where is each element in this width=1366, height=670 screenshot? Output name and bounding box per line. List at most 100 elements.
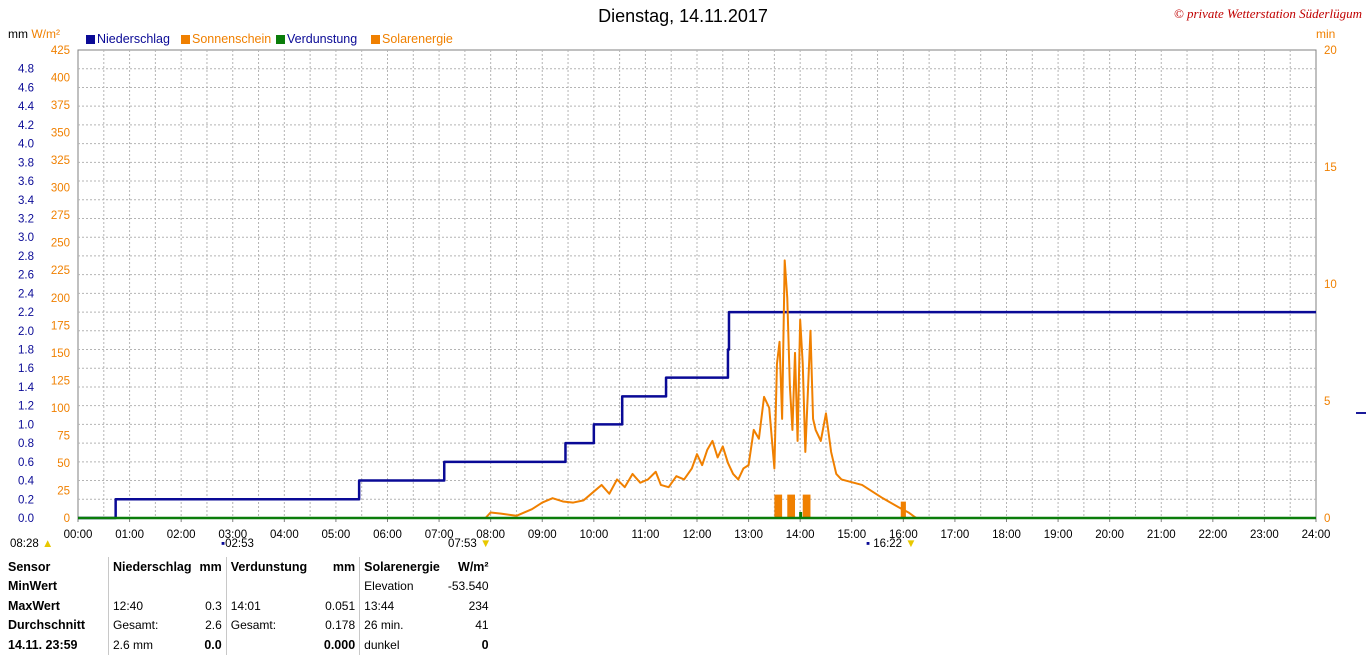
chart-title: Dienstag, 14.11.2017 <box>598 6 768 26</box>
row-label-last: 14.11. 23:59 <box>8 637 78 652</box>
x-tick-label: 16:00 <box>889 529 918 541</box>
y-tick-mm: 4.2 <box>18 120 34 132</box>
y-tick-mm: 3.0 <box>18 232 34 244</box>
sunrise-label: 07:53 ▼ <box>448 538 492 550</box>
y-tick-mm: 2.8 <box>18 251 34 263</box>
y-tick-wm2: 75 <box>57 430 70 442</box>
series-solarenergie <box>78 259 1316 519</box>
bar-sonnenschein <box>787 494 796 518</box>
chart-canvas: 0.0 0.2 0.4 0.6 0.8 1.0 1.2 1.4 1.6 1.8 2.0 2.2 2.4 2… <box>18 45 1337 541</box>
y-tick-mm: 3.2 <box>18 213 34 225</box>
x-tick-label: 18:00 <box>992 529 1021 541</box>
niederschlag-sum: 2.6 <box>205 618 222 633</box>
sunset-label: ▪ 16:22 ▼ <box>866 538 917 550</box>
x-tick-label: 04:00 <box>270 529 299 541</box>
swatch-niederschlag <box>86 35 95 44</box>
y-tick-wm2: 425 <box>51 45 70 57</box>
swatch-verdunstung <box>276 35 285 44</box>
y-tick-wm2: 175 <box>51 320 70 332</box>
verdunstung-sum: 0.178 <box>325 618 356 633</box>
y-tick-wm2: 325 <box>51 155 70 167</box>
x-tick-label: 07:00 <box>425 529 454 541</box>
row-label-max: MaxWert <box>8 598 60 613</box>
verdunstung-last: 0.000 <box>323 637 356 652</box>
stats-row-max: MaxWert 12:40 0.3 14:01 0.051 13:44 234 <box>4 596 493 616</box>
legend-item-verdunstung: Verdunstung <box>276 32 357 46</box>
stats-row-avg: Durchschnitt Gesamt: 2.6 Gesamt: 0.178 2… <box>4 615 493 635</box>
x-tick-label: 05:00 <box>322 529 351 541</box>
x-tick-label: 19:00 <box>1044 529 1073 541</box>
niederschlag-unit: mm <box>199 559 222 574</box>
series-niederschlag <box>78 310 1316 520</box>
y-tick-wm2: 350 <box>51 128 70 140</box>
solar-last: 0 <box>481 637 489 652</box>
row-label-sensor: Sensor <box>8 559 51 574</box>
y-tick-mm: 0.8 <box>18 438 34 450</box>
y-tick-mm: 3.4 <box>18 195 35 207</box>
row-label-min: MinWert <box>8 579 58 594</box>
y-tick-mm: 0.4 <box>18 476 35 488</box>
x-tick-label: 01:00 <box>115 529 144 541</box>
right-edge-marker <box>1356 412 1366 414</box>
y-tick-mm: 3.8 <box>18 157 34 169</box>
x-tick-label: 20:00 <box>1095 529 1124 541</box>
y-tick-mm: 0.6 <box>18 457 34 469</box>
verdunstung-max-time: 14:01 <box>225 596 312 616</box>
x-tick-label: 24:00 <box>1302 529 1331 541</box>
swatch-solarenergie <box>371 35 380 44</box>
x-tick-label: 15:00 <box>837 529 866 541</box>
y-tick-wm2: 400 <box>51 73 70 85</box>
verdunstung-sum-label: Gesamt: <box>225 615 312 635</box>
solar-elev: -53.540 <box>447 579 489 594</box>
y-tick-mm: 1.6 <box>18 363 34 375</box>
y-tick-mm: 2.6 <box>18 270 34 282</box>
y-tick-wm2: 25 <box>57 485 70 497</box>
y-tick-wm2: 150 <box>51 348 70 360</box>
bar-sonnenschein <box>774 494 783 518</box>
solar-unit: W/m² <box>458 559 489 574</box>
x-tick-label: 08:00 <box>476 529 505 541</box>
unit-wm2: W/m² <box>31 27 60 41</box>
stats-table: Sensor Niederschlag mm Verdunstung mm So… <box>4 557 493 655</box>
bar-sonnenschein <box>900 501 906 518</box>
niederschlag-sum-label: Gesamt: <box>107 615 196 635</box>
unit-mm: mm <box>8 27 28 41</box>
x-tick-label: 23:00 <box>1250 529 1279 541</box>
niederschlag-last: 0.0 <box>204 637 222 652</box>
y-tick-mm: 1.2 <box>18 401 34 413</box>
y-tick-wm2: 375 <box>51 100 70 112</box>
stats-row-sensor: Sensor Niederschlag mm Verdunstung mm So… <box>4 557 493 577</box>
verdunstung-header: Verdunstung <box>225 557 312 577</box>
y-tick-min: 20 <box>1324 45 1337 57</box>
niederschlag-header: Niederschlag <box>107 557 196 577</box>
y-tick-mm: 1.8 <box>18 345 34 357</box>
row-label-avg: Durchschnitt <box>8 618 86 633</box>
y-tick-mm: 0.0 <box>18 513 34 525</box>
solar-header: Solarenergie <box>359 557 444 577</box>
y-tick-min: 15 <box>1324 162 1337 174</box>
x-tick-label: 17:00 <box>941 529 970 541</box>
moonrise-label: ▪02:53 <box>221 538 254 550</box>
verdunstung-unit: mm <box>332 559 356 574</box>
y-tick-mm: 2.0 <box>18 326 34 338</box>
niederschlag-last-text: 2.6 mm <box>107 635 196 655</box>
solar-avg-label: 26 min. <box>359 615 444 635</box>
y-tick-mm: 1.4 <box>18 382 35 394</box>
x-tick-label: 12:00 <box>683 529 712 541</box>
niederschlag-max: 0.3 <box>205 598 222 613</box>
y-tick-mm: 2.4 <box>18 288 35 300</box>
x-tick-label: 03:00 <box>218 529 247 541</box>
y-tick-mm: 4.4 <box>18 101 35 113</box>
x-tick-label: 13:00 <box>734 529 763 541</box>
stats-row-last: 14.11. 23:59 2.6 mm 0.0 0.000 dunkel 0 <box>4 635 493 655</box>
verdunstung-max: 0.051 <box>325 598 356 613</box>
bar-sonnenschein <box>802 494 811 518</box>
x-tick-label: 02:00 <box>167 529 196 541</box>
legend-item-sonnenschein: Sonnenschein <box>181 32 271 46</box>
y-tick-wm2: 300 <box>51 183 70 195</box>
x-tick-label: 22:00 <box>1198 529 1227 541</box>
y-tick-wm2: 0 <box>64 513 70 525</box>
copyright-label: © private Wetterstation Süderlügum <box>1173 6 1362 21</box>
solar-max-time: 13:44 <box>359 596 444 616</box>
solar-elev-label: Elevation <box>359 576 444 596</box>
